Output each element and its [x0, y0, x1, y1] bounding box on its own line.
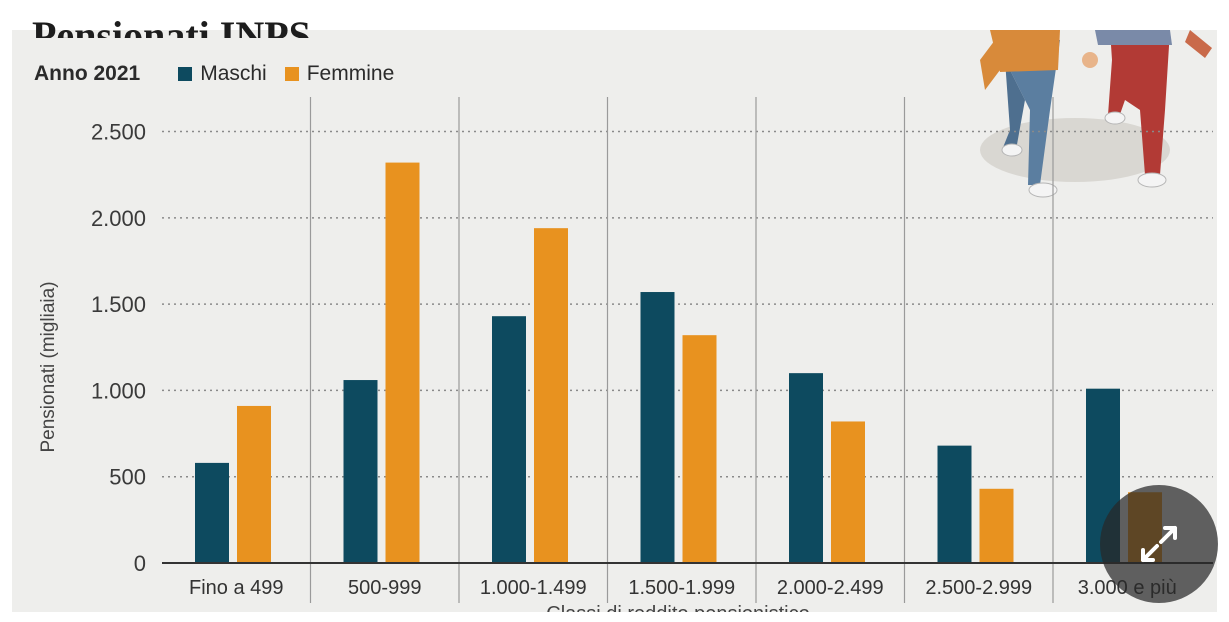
x-tick-label: 2.000-2.499	[777, 577, 884, 599]
bar-maschi	[492, 316, 526, 563]
bottom-margin	[0, 612, 1229, 622]
legend-label-maschi: Maschi	[200, 62, 267, 85]
chart-title-fragment: Pensionati INPS	[32, 14, 311, 38]
legend-label-femmine: Femmine	[306, 62, 395, 85]
x-tick-label: 2.500-2.999	[925, 577, 1032, 599]
bar-maschi	[937, 445, 972, 563]
bar-femmine	[831, 421, 865, 563]
bar-femmine	[534, 228, 568, 564]
expand-arrows-icon	[1141, 526, 1177, 562]
bar-femmine	[385, 162, 420, 563]
y-tick-label: 2.000	[91, 206, 146, 231]
x-tick-label: 1.500-1.999	[628, 577, 735, 599]
y-tick-label: 500	[109, 465, 146, 490]
y-tick-label: 1.000	[91, 378, 146, 403]
bar-femmine	[237, 405, 271, 563]
bar-maschi	[789, 373, 823, 563]
bar-maschi	[640, 292, 675, 563]
expand-button[interactable]	[1100, 485, 1218, 603]
y-tick-label: 1.500	[91, 292, 146, 317]
bar-femmine	[682, 335, 717, 563]
legend: Anno 2021 Maschi Femmine	[34, 60, 412, 88]
bar-femmine	[979, 488, 1014, 563]
x-tick-label: 1.000-1.499	[480, 577, 587, 599]
legend-swatch-femmine	[284, 67, 299, 81]
x-tick-label: Fino a 499	[189, 577, 284, 599]
bar-maschi	[343, 380, 378, 563]
legend-item-femmine: Femmine	[284, 62, 395, 86]
y-tick-label: 2.500	[91, 120, 146, 145]
y-tick-label: 0	[134, 551, 146, 576]
couple-walking-illustration	[980, 30, 1212, 198]
legend-year: Anno 2021	[34, 62, 141, 85]
x-tick-label: 500-999	[348, 577, 421, 599]
legend-item-maschi: Maschi	[178, 62, 267, 86]
y-axis-label: Pensionati (migliaia)	[38, 281, 59, 452]
legend-swatch-maschi	[178, 67, 193, 81]
bar-maschi	[195, 462, 229, 563]
